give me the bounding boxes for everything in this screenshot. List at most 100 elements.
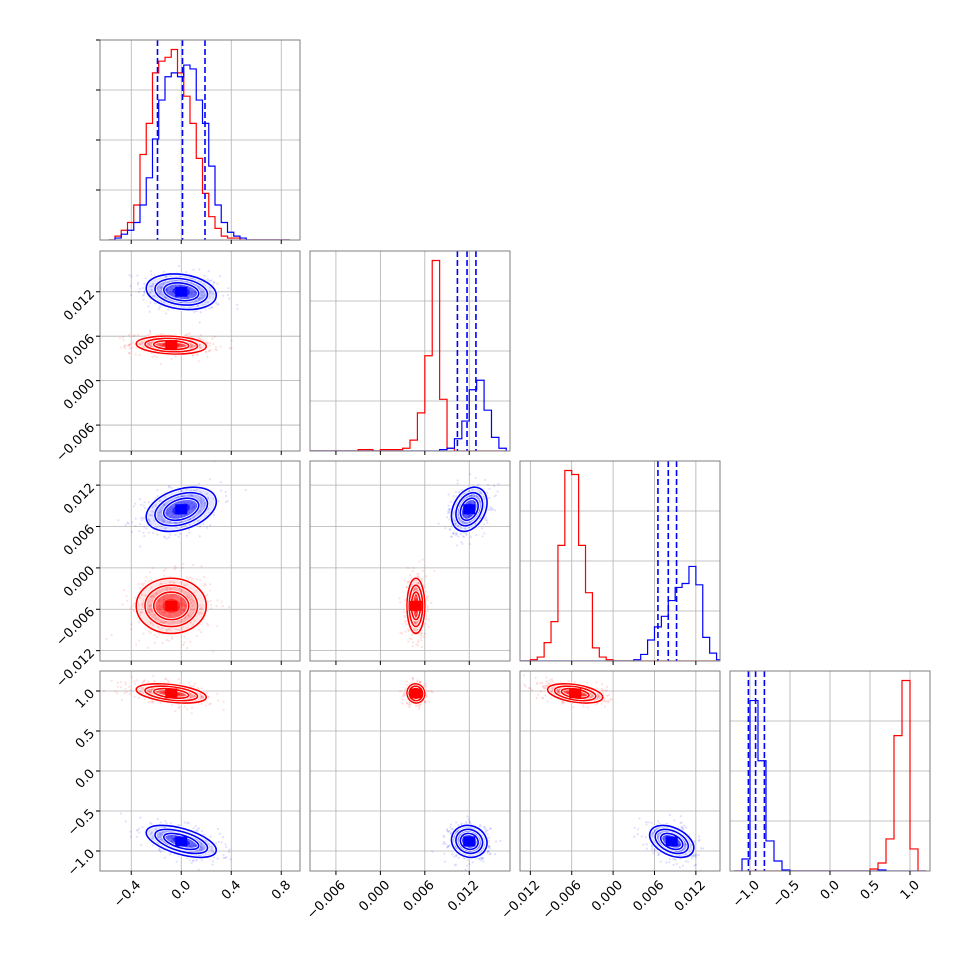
scatter-point xyxy=(172,293,175,297)
scatter-point xyxy=(444,842,447,845)
scatter-point xyxy=(149,631,152,635)
scatter-point xyxy=(216,827,220,830)
scatter-point xyxy=(235,303,239,306)
scatter-point xyxy=(189,845,192,848)
scatter-point xyxy=(466,502,470,505)
scatter-point xyxy=(179,599,183,602)
density-peak xyxy=(463,836,476,847)
scatter-point xyxy=(422,635,425,638)
scatter-point xyxy=(200,849,203,852)
scatter-point xyxy=(163,503,166,506)
scatter-point xyxy=(477,483,480,486)
scatter-point xyxy=(138,353,141,357)
scatter-point xyxy=(411,677,415,680)
scatter-point xyxy=(164,526,168,530)
contour-line xyxy=(406,683,426,704)
scatter-point xyxy=(170,288,174,291)
scatter-point xyxy=(488,847,492,850)
scatter-point xyxy=(162,599,165,602)
scatter-point xyxy=(466,858,469,861)
scatter-point xyxy=(187,287,190,290)
scatter-point xyxy=(412,641,415,644)
scatter-point xyxy=(452,495,455,498)
scatter-point xyxy=(190,601,193,605)
scatter-point xyxy=(148,341,151,345)
scatter-point xyxy=(431,850,434,853)
scatter-point xyxy=(159,620,162,623)
scatter-point xyxy=(191,354,194,357)
scatter-point xyxy=(157,511,161,514)
scatter-point xyxy=(164,296,167,299)
panel-frame xyxy=(99,460,301,662)
scatter-point xyxy=(200,293,204,297)
scatter-point xyxy=(479,825,482,828)
scatter-point xyxy=(208,296,211,299)
scatter-point xyxy=(191,503,194,506)
scatter-point xyxy=(147,343,151,346)
scatter-point xyxy=(442,834,445,837)
scatter-point xyxy=(149,291,152,295)
scatter-point xyxy=(210,306,213,309)
scatter-point xyxy=(169,587,172,591)
scatter-point xyxy=(196,519,200,523)
scatter-point xyxy=(172,516,176,519)
scatter-point xyxy=(151,837,154,840)
scatter-point xyxy=(411,570,414,573)
scatter-point xyxy=(183,641,186,644)
scatter-point xyxy=(168,533,172,536)
contour-line xyxy=(455,491,484,527)
scatter-point xyxy=(197,868,200,871)
scatter-point xyxy=(129,342,132,346)
scatter-point xyxy=(183,609,186,613)
scatter-point xyxy=(191,577,194,580)
scatter-point xyxy=(146,646,149,649)
scatter-point xyxy=(216,692,219,696)
scatter-point xyxy=(119,680,122,684)
scatter-point xyxy=(414,612,417,615)
scatter-point xyxy=(162,621,165,624)
scatter-point xyxy=(224,843,227,846)
scatter-point xyxy=(181,604,184,607)
scatter-point xyxy=(488,845,491,848)
scatter-point xyxy=(418,680,422,684)
scatter-point xyxy=(169,290,172,293)
scatter-point xyxy=(145,527,148,530)
scatter-point xyxy=(215,605,218,608)
scatter-point xyxy=(181,601,184,604)
scatter-point xyxy=(195,589,198,592)
scatter-point xyxy=(488,852,492,855)
scatter-point xyxy=(162,519,165,522)
scatter-point xyxy=(137,696,141,700)
scatter-point xyxy=(195,292,198,295)
histogram-red xyxy=(310,259,507,451)
scatter-point xyxy=(190,494,193,497)
scatter-point xyxy=(161,598,164,601)
scatter-point xyxy=(170,704,174,707)
scatter-point xyxy=(158,849,161,852)
histogram-blue xyxy=(310,379,507,451)
scatter-point xyxy=(118,337,122,340)
contour-line xyxy=(659,832,684,851)
scatter-point xyxy=(416,680,419,683)
scatter-point xyxy=(169,516,172,519)
scatter-point xyxy=(414,621,418,624)
scatter-point xyxy=(200,297,203,300)
scatter-point xyxy=(174,710,177,713)
scatter-point xyxy=(210,305,213,309)
scatter-point xyxy=(181,345,185,348)
scatter-point xyxy=(211,293,214,296)
histogram-blue xyxy=(108,64,290,240)
scatter-point xyxy=(194,824,197,828)
scatter-point xyxy=(467,514,470,518)
scatter-point xyxy=(176,596,179,599)
contour-line xyxy=(162,282,200,302)
scatter-point xyxy=(471,861,474,864)
scatter-point xyxy=(668,861,671,864)
scatter-point xyxy=(163,595,166,599)
scatter-point xyxy=(189,696,192,699)
scatter-point xyxy=(156,817,159,821)
scatter-point xyxy=(157,285,160,289)
scatter-point xyxy=(224,490,227,494)
scatter-point xyxy=(185,708,189,711)
scatter-point xyxy=(677,844,680,847)
